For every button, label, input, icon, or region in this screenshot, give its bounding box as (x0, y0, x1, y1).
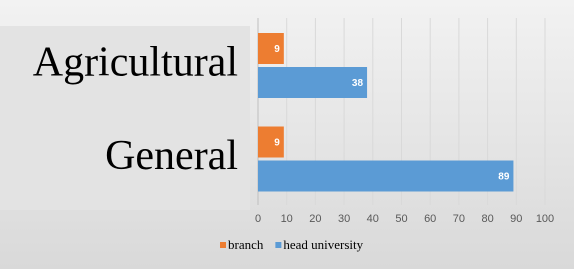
x-tick-label: 90 (510, 213, 522, 225)
legend-swatch (220, 242, 226, 248)
legend: branch head university (220, 237, 364, 252)
bar (258, 33, 284, 64)
value-label: 89 (498, 172, 510, 183)
plot-area: 0 10 20 30 40 50 60 70 80 90 100 9 38 9 89 (255, 18, 554, 225)
x-tick-label: 80 (481, 213, 493, 225)
value-label: 9 (274, 138, 280, 149)
bar (258, 160, 514, 192)
value-label: 9 (274, 44, 280, 55)
category-label: General (105, 133, 238, 179)
bar (258, 67, 368, 98)
x-tick-label: 10 (281, 213, 293, 225)
label-panel (0, 26, 250, 210)
x-tick-label: 100 (536, 213, 554, 225)
x-tick-label: 30 (338, 213, 350, 225)
category-labels: Agricultural General (33, 40, 238, 180)
x-tick-label: 60 (424, 213, 436, 225)
x-tick-label: 20 (309, 213, 321, 225)
bar (258, 126, 284, 158)
legend-label: branch (228, 237, 264, 252)
value-label: 38 (352, 78, 364, 89)
x-tick-label: 0 (255, 213, 261, 225)
category-label: Agricultural (33, 40, 238, 86)
legend-label: head university (283, 237, 363, 252)
legend-swatch (275, 242, 282, 248)
x-tick-label: 70 (453, 213, 465, 225)
x-tick-label: 40 (367, 213, 379, 225)
x-tick-label: 50 (395, 213, 407, 225)
